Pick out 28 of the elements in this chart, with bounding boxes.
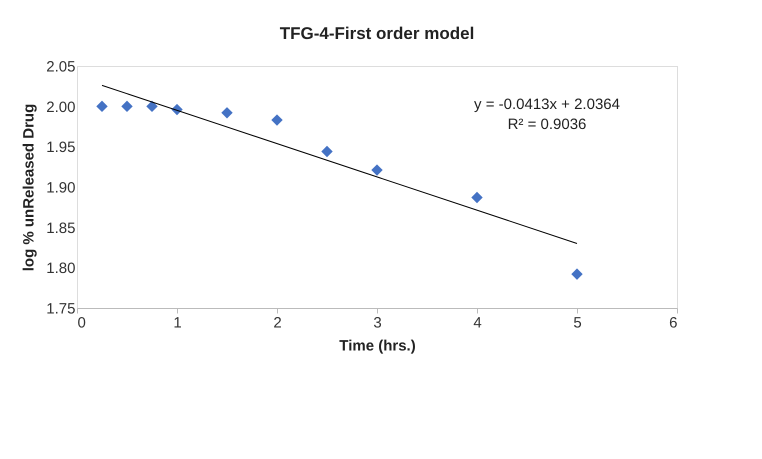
point xyxy=(371,164,383,176)
annotation: y = -0.0413x + 2.0364 xyxy=(474,96,620,113)
x-tick-label: 6 xyxy=(669,314,678,332)
point xyxy=(571,268,583,280)
point xyxy=(321,146,333,158)
y-tick-label: 1.95 xyxy=(46,139,76,156)
point xyxy=(146,100,158,112)
annotation: R² = 0.9036 xyxy=(508,116,586,133)
x-tick-label: 2 xyxy=(273,314,282,332)
point xyxy=(96,100,108,112)
y-tick-label: 1.75 xyxy=(46,300,76,318)
x-tick-label: 1 xyxy=(173,314,182,332)
point xyxy=(471,192,483,204)
y-tick-label: 1.85 xyxy=(46,220,76,237)
y-tick-label: 1.90 xyxy=(46,180,76,196)
point xyxy=(271,114,283,126)
x-tick-label: 5 xyxy=(573,314,582,332)
x-tick-label: 3 xyxy=(373,314,382,332)
y-tick-label: 1.80 xyxy=(46,260,76,278)
x-tick-label: 0 xyxy=(78,314,86,332)
point xyxy=(121,100,133,112)
point xyxy=(221,107,233,118)
x-axis-title: Time (hrs.) xyxy=(339,338,416,354)
y-tick-label: 2.00 xyxy=(46,98,76,116)
x-tick-label: 4 xyxy=(473,314,482,332)
chart-title: TFG-4-First order model xyxy=(280,24,474,43)
y-tick-label: 2.05 xyxy=(46,58,76,76)
y-axis-title: log % unReleased Drug xyxy=(20,104,38,272)
